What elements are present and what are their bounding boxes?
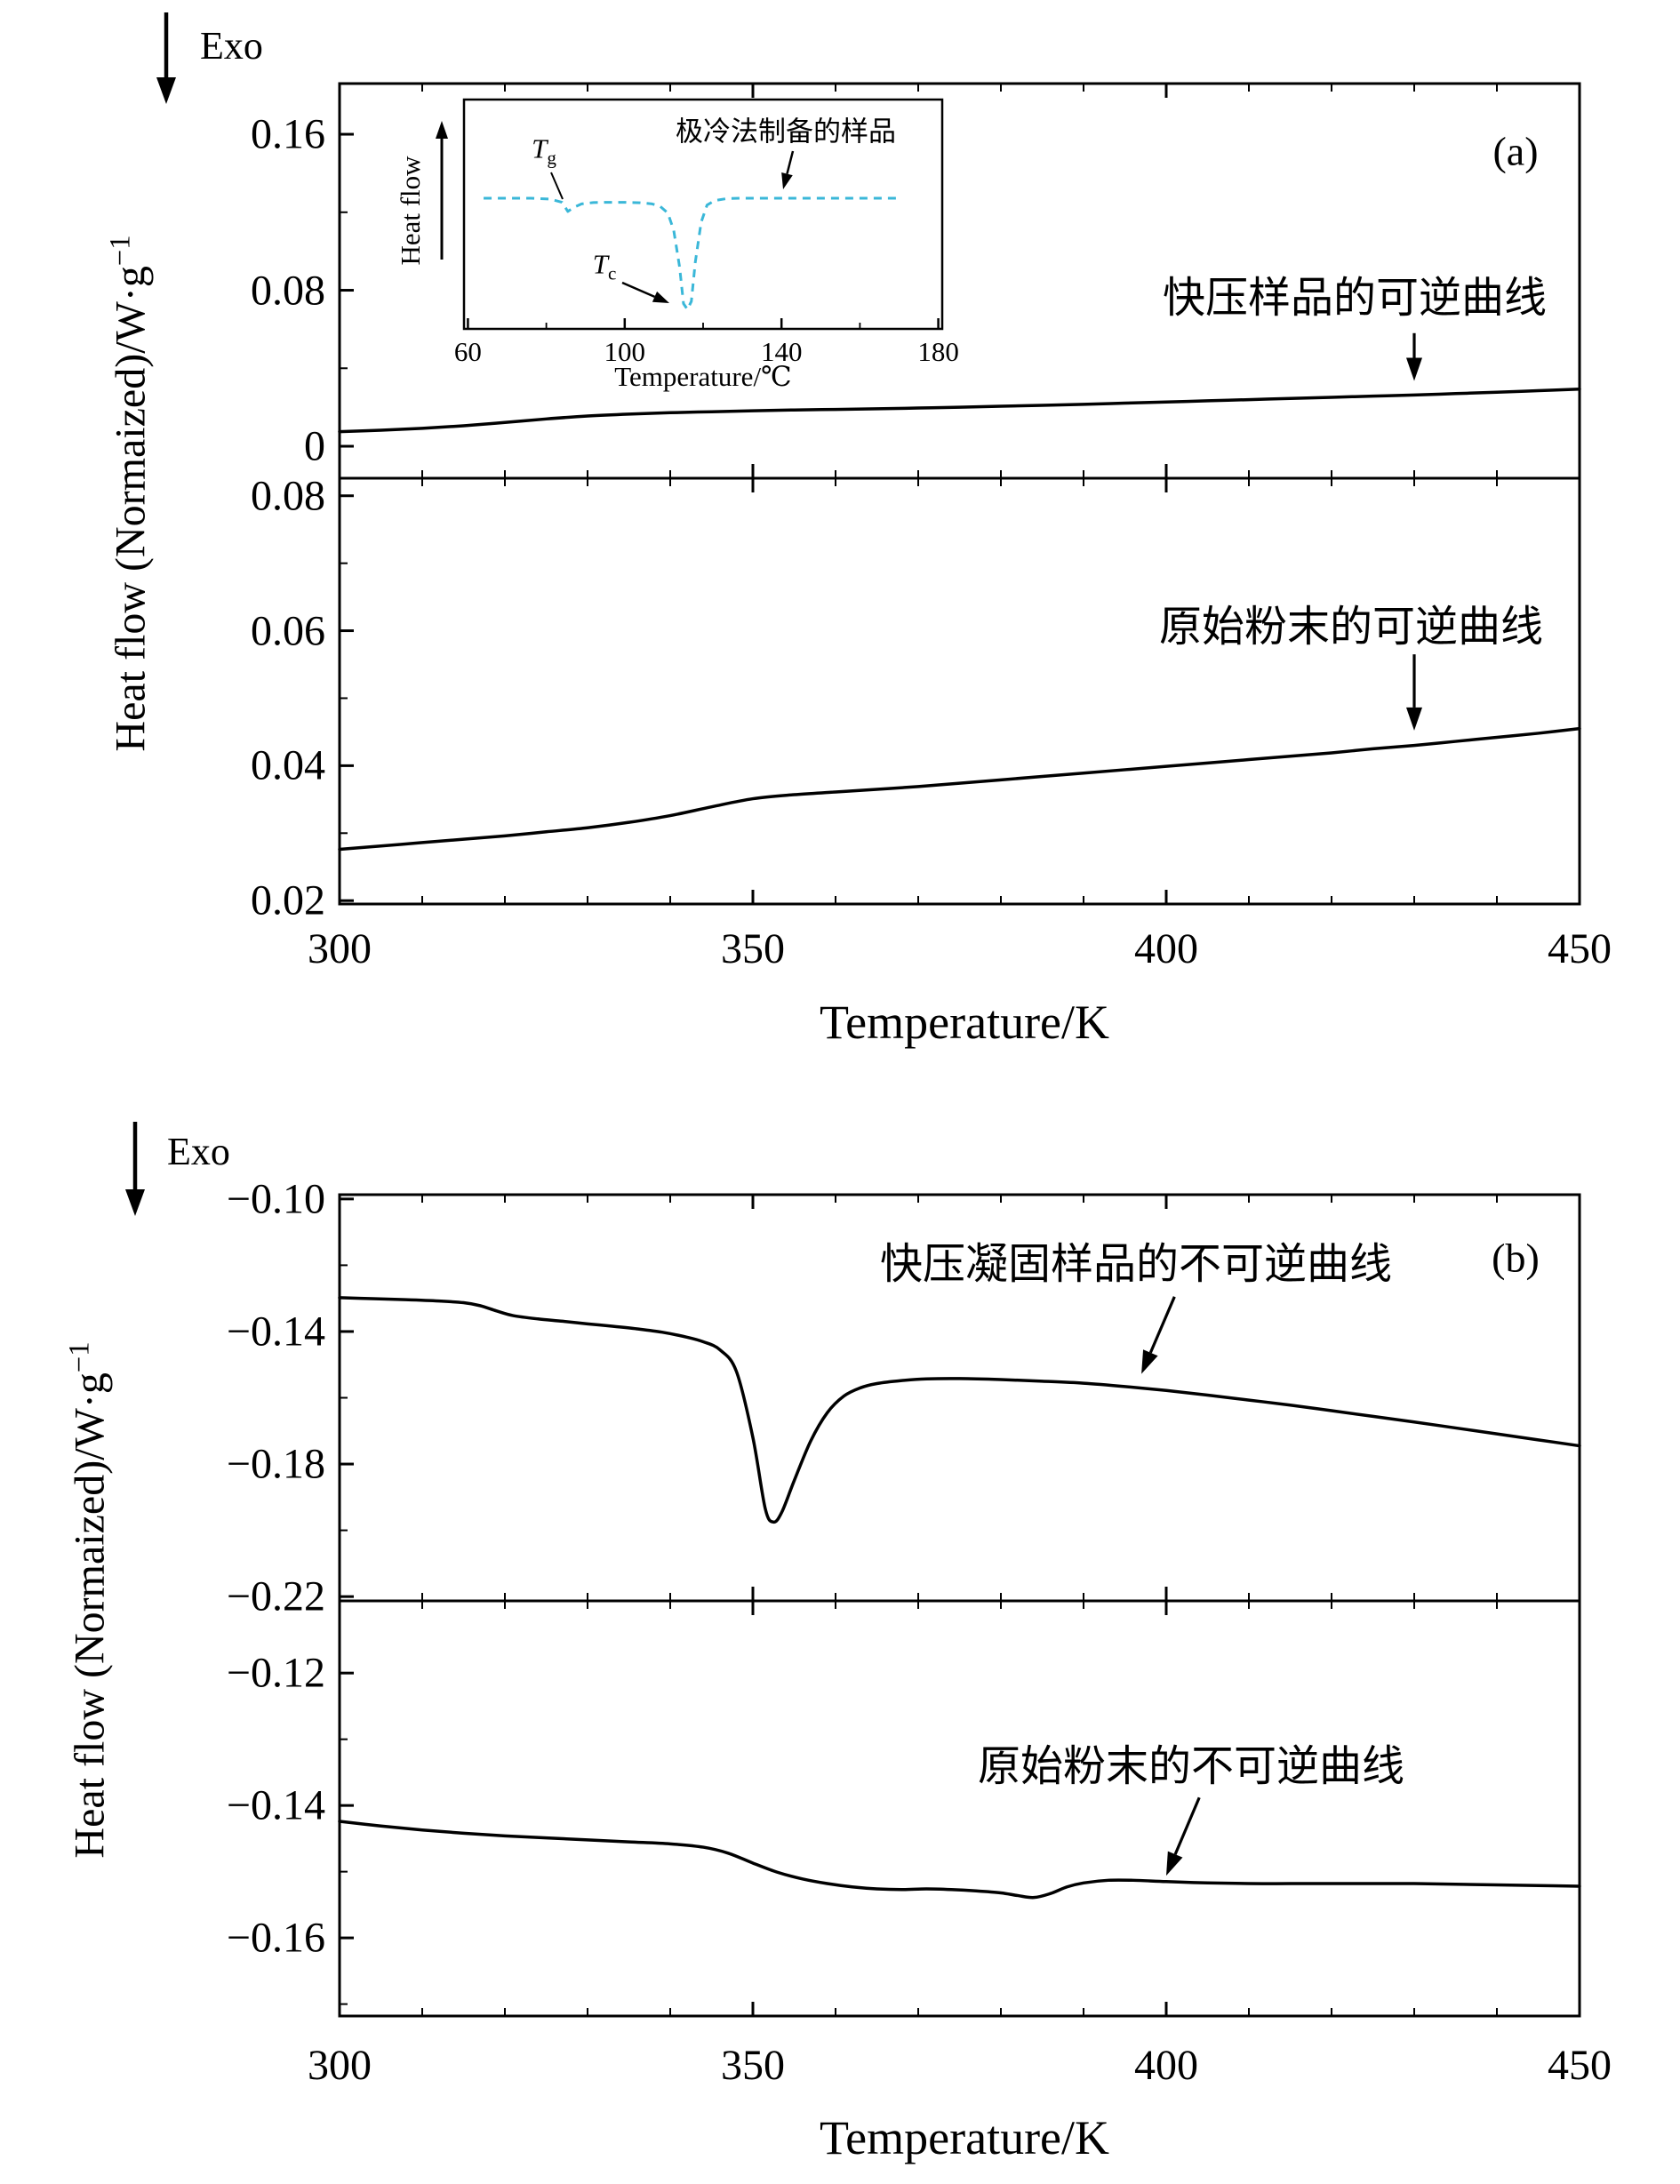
- xtick-label-a-bottom: 300: [308, 925, 372, 972]
- inset-xtick-label: 140: [760, 336, 803, 367]
- annotation-arrow-b-bottom: [1173, 1796, 1201, 1855]
- y-axis-label-a-main: Heat flow (Normaized)/W·g: [107, 266, 155, 752]
- annotation-arrow-b-bottom-head: [1166, 1851, 1183, 1876]
- annotation-arrow-a-top-head: [1406, 357, 1422, 381]
- ytick-label-a-bottom: 0.08: [251, 472, 325, 520]
- inset-tc-label: Tc: [593, 248, 617, 284]
- panel-tag-b: (b): [1492, 1235, 1540, 1281]
- curve-b-top: [338, 1296, 1581, 1524]
- inset-tg-label: Tg: [532, 132, 556, 169]
- inset-sample-label: 极冷法制备的样品: [676, 116, 896, 148]
- annotation-a-top: 快压样品的可逆曲线: [1162, 275, 1548, 322]
- ytick-label-b-bottom: −0.12: [226, 1649, 325, 1697]
- inset-tc-sub: c: [607, 262, 617, 284]
- y-axis-label-b: Heat flow (Normaized)/W·g−1: [64, 1341, 115, 1858]
- ytick-label-b-top: −0.14: [226, 1308, 325, 1356]
- ytick-label-a-bottom: 0.04: [251, 741, 325, 789]
- ytick-label-a-top: 0.16: [251, 110, 325, 158]
- y-axis-label-b-main: Heat flow (Normaized)/W·g: [66, 1372, 114, 1859]
- exo-label-a: Exo: [200, 24, 263, 68]
- annotation-a-bottom: 原始粉末的可逆曲线: [1158, 604, 1544, 651]
- inset-heatflow-arrow-head: [436, 121, 448, 139]
- panel-frame-a-bottom: [338, 476, 1581, 906]
- panel-frame-b-bottom: [338, 1599, 1581, 2018]
- ytick-label-b-top: −0.18: [226, 1440, 325, 1488]
- exo-arrow-b-head: [125, 1189, 145, 1216]
- x-axis-label-a: Temperature/K: [819, 996, 1110, 1049]
- inset-sample-arrow-head: [781, 172, 793, 189]
- xtick-label-b-bottom: 400: [1134, 2042, 1198, 2089]
- annotation-arrow-b-top-head: [1141, 1349, 1158, 1374]
- inset-xtick-label: 60: [453, 336, 482, 367]
- curve-a-top: [338, 387, 1581, 434]
- inset-tc-arrow: [621, 281, 655, 298]
- inset-x-axis-label: Temperature/℃: [614, 361, 792, 392]
- inset-curve: [484, 196, 900, 311]
- curve-b-bottom: [338, 1820, 1581, 1900]
- exo-arrow-a-head: [156, 77, 176, 104]
- annotation-b-bottom: 原始粉末的不可逆曲线: [977, 1743, 1405, 1790]
- ytick-label-a-top: 0: [304, 422, 325, 470]
- ytick-label-b-bottom: −0.16: [226, 1914, 325, 1962]
- ytick-label-a-bottom: 0.06: [251, 607, 325, 655]
- ytick-label-b-top: −0.22: [226, 1572, 325, 1620]
- y-axis-label-a-sup: −1: [104, 235, 137, 267]
- curve-a-bottom: [338, 726, 1581, 852]
- xtick-label-a-bottom: 450: [1548, 925, 1612, 972]
- panel-tag-a: (a): [1492, 128, 1539, 174]
- inset-tg-main: T: [532, 132, 548, 164]
- annotation-arrow-b-top: [1148, 1296, 1176, 1354]
- inset-y-axis-label: Heat flow: [395, 156, 426, 266]
- xtick-label-a-bottom: 400: [1134, 925, 1198, 972]
- inset-xtick-label: 180: [917, 336, 959, 367]
- xtick-label-b-bottom: 350: [721, 2042, 785, 2089]
- ytick-label-b-top: −0.10: [226, 1175, 325, 1223]
- annotation-arrow-a-bottom-head: [1406, 707, 1422, 731]
- exo-label-b: Exo: [167, 1130, 230, 1173]
- inset-tc-arrow-head: [652, 291, 669, 303]
- ytick-label-a-top: 0.08: [251, 267, 325, 315]
- inset-tg-sub: g: [547, 147, 556, 169]
- xtick-label-b-bottom: 300: [308, 2042, 372, 2089]
- ytick-label-b-bottom: −0.14: [226, 1781, 325, 1829]
- ytick-label-a-bottom: 0.02: [251, 876, 325, 924]
- y-axis-label-a: Heat flow (Normaized)/W·g−1: [105, 235, 156, 751]
- inset-tc-main: T: [592, 248, 608, 280]
- y-axis-label-b-sup: −1: [63, 1341, 96, 1373]
- inset-sample-arrow: [786, 150, 795, 174]
- annotation-b-top: 快压凝固样品的不可逆曲线: [879, 1241, 1393, 1288]
- xtick-label-a-bottom: 350: [721, 925, 785, 972]
- inset-xtick-label: 100: [604, 336, 646, 367]
- inset-tg-pointer: [550, 172, 564, 200]
- x-axis-label-b: Temperature/K: [819, 2111, 1110, 2164]
- xtick-label-b-bottom: 450: [1548, 2042, 1612, 2089]
